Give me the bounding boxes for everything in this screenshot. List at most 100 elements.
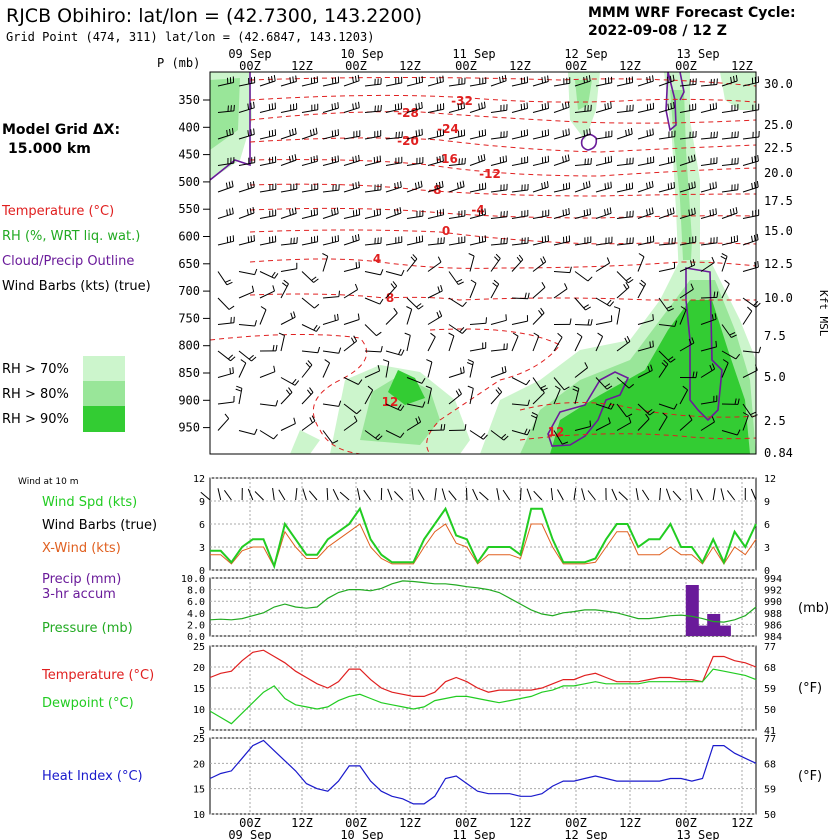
- surface-wind-barb: [665, 488, 671, 501]
- wind-barb-flag: [230, 356, 236, 362]
- y-tick-label: 10: [193, 705, 205, 716]
- wind-barb-flag: [712, 182, 714, 189]
- wind-barb: [637, 256, 645, 272]
- wind-barb-flag: [225, 182, 228, 189]
- wind-barb: [238, 430, 255, 435]
- wind-barb-flag: [742, 412, 749, 416]
- wind-barb-flag: [295, 75, 297, 82]
- wind-barb: [280, 133, 297, 140]
- surface-wind-barb: [387, 488, 393, 501]
- wind-barb-flag: [355, 155, 357, 162]
- wind-barb-flag: [337, 155, 339, 162]
- grid-point-label: Grid Point (474, 311) lat/lon = (42.6847…: [6, 30, 374, 44]
- wind-barb-flag: [651, 180, 654, 187]
- wind-barb-flag: [309, 417, 313, 424]
- wind-barb-flag: [547, 75, 549, 82]
- wind-barb-flag: [527, 292, 530, 299]
- y2-tick-label: 986: [764, 620, 782, 631]
- wind-barb-flag: [224, 413, 230, 419]
- wind-barb-flag: [252, 207, 255, 214]
- wind-barb-flag: [503, 237, 505, 244]
- wind-barb-flag: [281, 282, 288, 287]
- wind-barb-flag: [268, 76, 270, 83]
- wind-barb-flag: [464, 157, 466, 164]
- wind-barb: [490, 319, 507, 325]
- wind-barb: [595, 320, 612, 325]
- wind-barb-flag: [290, 312, 294, 319]
- wind-barb: [658, 324, 675, 327]
- pressure-tick: 900: [178, 393, 200, 407]
- wind-barb: [511, 403, 528, 406]
- height-tick: 25.0: [764, 118, 793, 132]
- wind-barb-flag: [691, 155, 693, 162]
- height-ticks: 30.0 25.0 22.5 20.0 17.5 15.0 12.5 10.0 7.5 5.0 2.…: [764, 77, 793, 460]
- wind-barb: [553, 377, 565, 391]
- height-tick: 22.5: [764, 141, 793, 155]
- height-tick: 15.0: [764, 224, 793, 238]
- wind-barb-flag: [421, 377, 426, 384]
- wind-barb: [322, 296, 339, 299]
- wind-barb-flag: [505, 314, 507, 321]
- wind-barb: [574, 426, 591, 431]
- pressure-tick: 450: [178, 148, 200, 162]
- wind-barb-flag: [692, 371, 695, 378]
- wind-barb-flag: [313, 278, 319, 283]
- wind-barb: [616, 422, 632, 431]
- y-tick-label: 3: [199, 543, 205, 554]
- top-hour-label: 00Z: [345, 59, 367, 73]
- wind-barb: [574, 367, 588, 378]
- rh70-label: RH > 70%: [2, 362, 69, 377]
- wind-barb-flag: [393, 307, 398, 314]
- wind-barb: [658, 243, 675, 246]
- wind-barb-flag: [567, 101, 570, 108]
- y-tick-label: 10.0: [181, 574, 205, 585]
- wind-barb-flag: [673, 403, 678, 410]
- wind-barb-flag: [754, 261, 756, 268]
- wind-barb-flag: [353, 415, 358, 422]
- wind-barb-flag: [650, 364, 653, 371]
- wind-barb-flag: [569, 318, 572, 325]
- wind-barb: [700, 296, 718, 299]
- surface-wind-barb: [339, 491, 350, 501]
- wind-barb-flag: [569, 266, 572, 273]
- wind-barb-flag: [250, 235, 253, 242]
- temperature-contour-label: -32: [451, 94, 473, 108]
- wind-barb: [658, 416, 668, 431]
- wind-barb-flag: [544, 103, 547, 110]
- wind-barb-flag: [312, 128, 315, 135]
- wind-barb-flag: [638, 253, 645, 258]
- wind-barb-flag: [540, 307, 545, 314]
- surface-wind-barb: [502, 489, 511, 501]
- bottom-hour-label: 00Z: [455, 816, 477, 830]
- wind-barb-flag: [448, 332, 455, 337]
- wind-barb-flag: [689, 78, 691, 86]
- temperature-contour-label: -4: [471, 203, 484, 217]
- wind-barb-flag: [649, 129, 651, 136]
- heat-index-legend: Heat Index (°C): [42, 769, 143, 784]
- surface-wind-barb: [696, 489, 703, 501]
- upper-air-wind-barbs: [217, 74, 762, 445]
- pressure-tick: 700: [178, 284, 200, 298]
- wind-barb-flag: [414, 182, 417, 189]
- wind-barb-flag: [436, 311, 440, 318]
- wind-barb-flag: [518, 254, 524, 261]
- wind-barb-flag: [358, 154, 360, 161]
- temperature-contour-label: -20: [397, 134, 419, 148]
- wind-10m-label: Wind at 10 m: [18, 477, 78, 487]
- wind-barb-flag: [293, 417, 296, 424]
- temperature-legend: Temperature (°C): [41, 668, 154, 683]
- temperature-contour-label: -16: [436, 152, 458, 166]
- wind-barb-flag: [235, 388, 242, 392]
- wind-barb-flag: [573, 385, 580, 389]
- wind-barb-flag: [525, 379, 531, 386]
- wind-barb-flag: [674, 237, 676, 244]
- wind-barb-flag: [533, 332, 540, 337]
- wind-barb-flag: [306, 389, 312, 395]
- surface-wind-barb: [434, 488, 437, 501]
- wind-barb: [511, 320, 528, 325]
- surface-wind-barb: [726, 490, 735, 501]
- wind-barb-flag: [668, 308, 674, 312]
- wind-barb-flag: [246, 209, 249, 216]
- wind-barb-flag: [426, 359, 433, 363]
- wind-barb-flag: [233, 104, 235, 111]
